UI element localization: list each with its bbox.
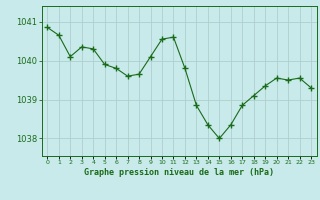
X-axis label: Graphe pression niveau de la mer (hPa): Graphe pression niveau de la mer (hPa)	[84, 168, 274, 177]
